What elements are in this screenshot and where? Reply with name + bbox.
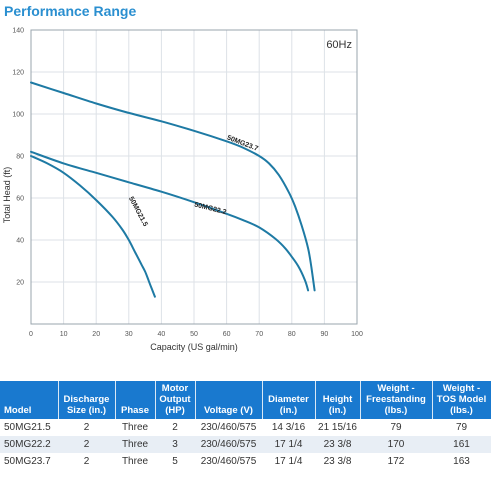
y-tick-labels: 20 40 60 80 100 120 140 [12, 28, 24, 287]
table-cell: 23 3/8 [315, 436, 360, 453]
x-tick-label: 60 [223, 331, 231, 338]
x-tick-label: 40 [158, 331, 166, 338]
table-cell: 161 [432, 436, 491, 453]
x-tick-label: 70 [255, 331, 263, 338]
x-tick-labels: 0 10 20 30 40 50 60 70 80 90 100 [29, 331, 363, 338]
x-tick-label: 30 [125, 331, 133, 338]
table-cell: 163 [453, 456, 470, 467]
x-tick-label: 10 [60, 331, 68, 338]
table-row: 50MG21.5 2 Three 2 230/460/575 14 3/16 21 15/1… [0, 419, 491, 436]
table-cell: 172 [387, 456, 405, 467]
chart-grid [31, 30, 357, 324]
y-tick-label: 140 [12, 28, 24, 35]
table-cell: Three [121, 456, 149, 467]
table-cell: 230/460/575 [200, 456, 257, 467]
performance-chart: 0 10 20 30 40 50 60 70 80 90 100 20 40 60 80 100 120 140… [0, 22, 491, 358]
column-header: Weight - Freestanding (lbs.) [360, 381, 433, 419]
table-cell: 230/460/575 [200, 422, 257, 433]
series-line [30, 155, 156, 298]
series-label: 50MG22.2 [194, 202, 228, 217]
column-header: Motor Output (HP) [155, 381, 196, 419]
y-tick-label: 60 [16, 196, 24, 203]
table-cell: 79 [390, 422, 402, 433]
table-cell: 21 15/16 [318, 422, 357, 433]
table-cell: 50MG22.2 [0, 436, 58, 453]
table-cell: Three [115, 436, 155, 453]
table-row: 50MG23.7 2 Three 5 230/460/575 17 1/4 23 3/8 17… [0, 453, 491, 470]
table-cell: Three [121, 422, 149, 433]
table-cell: 14 3/16 [271, 422, 306, 433]
series-label: 50MG21.5 [127, 196, 149, 228]
series-line [30, 150, 310, 292]
table-cell: 50MG23.7 [4, 456, 51, 467]
page-title: Performance Range [4, 3, 137, 19]
chart-svg: 0 10 20 30 40 50 60 70 80 90 100 20 40 60 80 100 120 140… [2, 28, 363, 353]
column-header: Model [0, 381, 59, 419]
table-cell: 50MG21.5 [4, 422, 51, 433]
column-header: Discharge Size (in.) [58, 381, 116, 419]
x-tick-label: 50 [190, 331, 198, 338]
x-tick-label: 20 [92, 331, 100, 338]
table-cell: 2 [83, 456, 90, 467]
column-header: Height (in.) [315, 381, 361, 419]
spec-table: Model Discharge Size (in.) Phase Motor Outp… [0, 381, 491, 470]
table-cell: 3 [155, 436, 195, 453]
column-header: Voltage (V) [195, 381, 263, 419]
column-header: Diameter (in.) [262, 381, 316, 419]
table-header-row: Model Discharge Size (in.) Phase Motor Outp… [0, 381, 491, 419]
x-tick-label: 90 [321, 331, 329, 338]
frequency-label: 60Hz [326, 39, 352, 51]
table-cell: 23 3/8 [323, 456, 352, 467]
y-tick-label: 100 [12, 112, 24, 119]
column-header: Weight - TOS Model (lbs.) [432, 381, 491, 419]
y-tick-label: 120 [12, 70, 24, 77]
table-cell: 79 [455, 422, 468, 433]
table-cell: 170 [360, 436, 432, 453]
plot-frame [30, 29, 358, 325]
y-tick-label: 80 [16, 154, 24, 161]
x-tick-label: 0 [29, 331, 33, 338]
x-axis-label: Capacity (US gal/min) [150, 342, 238, 352]
y-tick-label: 20 [16, 280, 24, 287]
table-cell: 230/460/575 [195, 436, 262, 453]
x-tick-label: 80 [288, 331, 296, 338]
table-body: 50MG21.5 2 Three 2 230/460/575 14 3/16 21 15/1… [0, 419, 491, 470]
table-row: 50MG22.2 2 Three 3 230/460/575 17 1/4 23 3/8 17… [0, 436, 491, 453]
table-cell: 5 [172, 456, 178, 467]
series-line [30, 81, 316, 292]
y-tick-label: 40 [16, 238, 24, 245]
table-cell: 17 1/4 [262, 436, 315, 453]
column-header: Phase [115, 381, 156, 419]
chart-series [30, 81, 316, 298]
y-axis-label: Total Head (ft) [2, 167, 12, 224]
table-cell: 2 [83, 422, 90, 433]
table-cell: 17 1/4 [274, 456, 303, 467]
table-cell: 2 [58, 436, 115, 453]
x-tick-label: 100 [351, 331, 363, 338]
table-cell: 2 [172, 422, 178, 433]
